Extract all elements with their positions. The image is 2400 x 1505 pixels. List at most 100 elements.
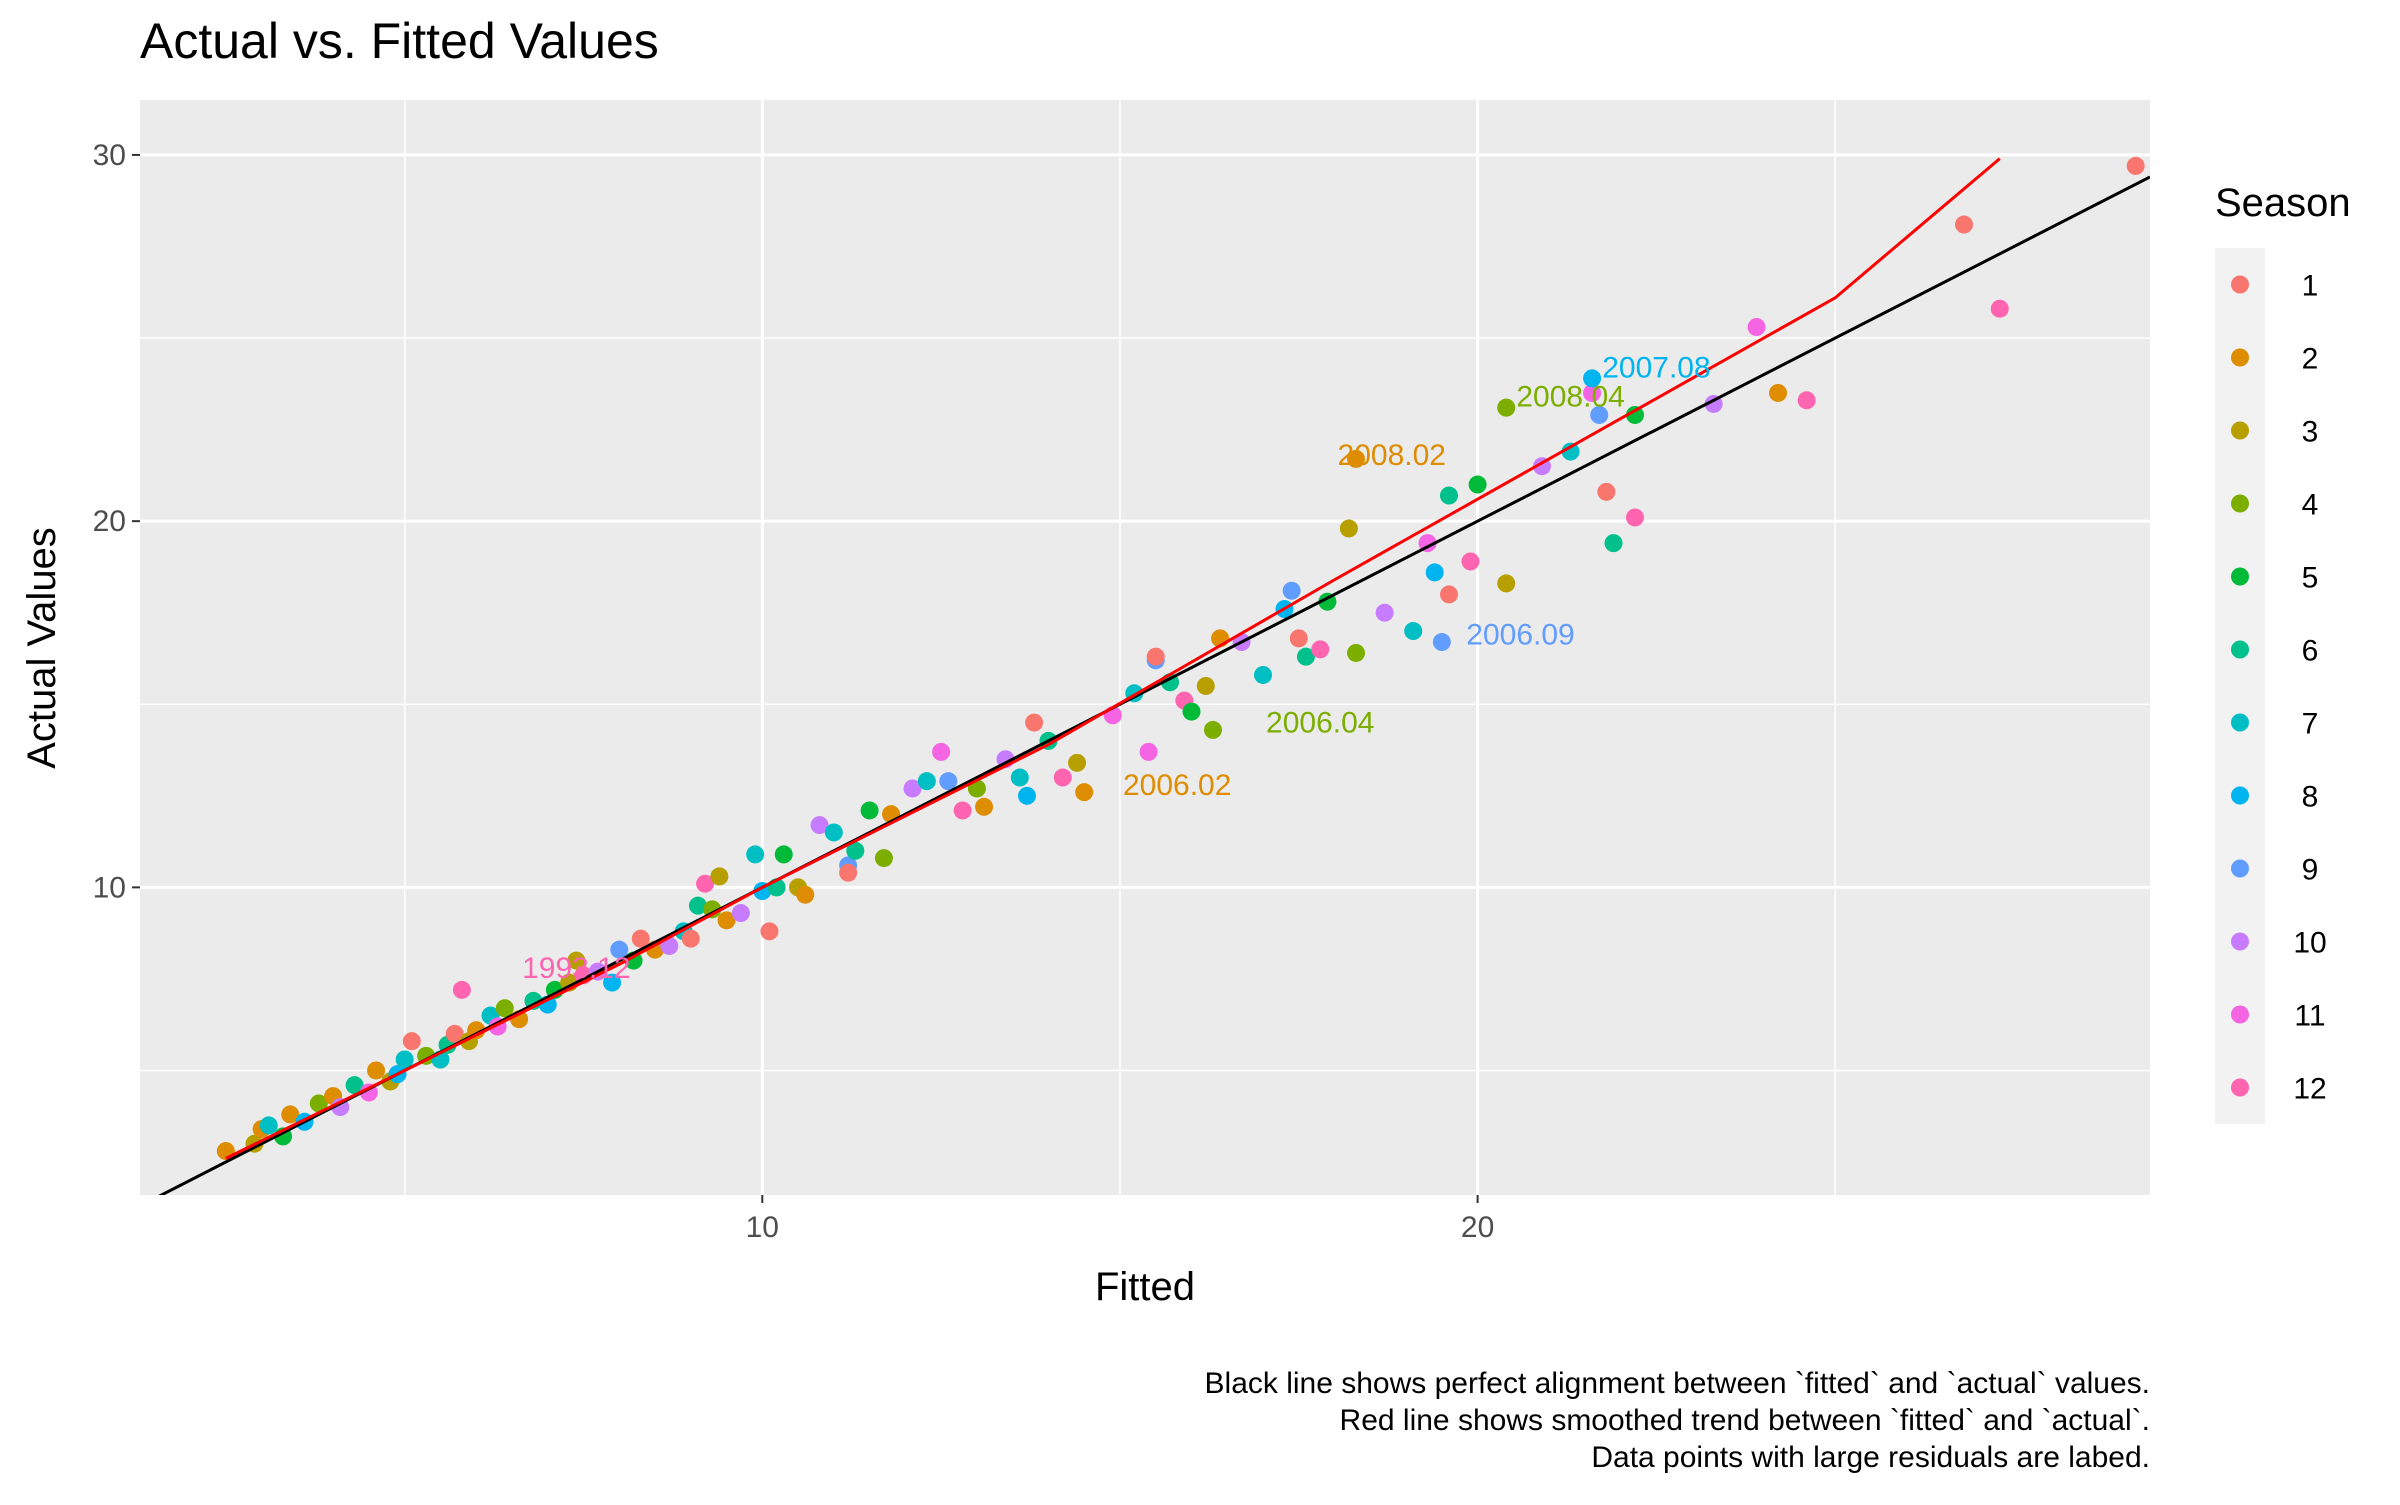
data-point bbox=[1068, 753, 1087, 772]
data-point bbox=[495, 999, 514, 1018]
data-point bbox=[610, 940, 629, 959]
data-point bbox=[1347, 449, 1366, 468]
data-point bbox=[717, 911, 736, 930]
legend-label: 8 bbox=[2302, 781, 2319, 814]
data-point bbox=[874, 849, 893, 868]
x-tick-label: 20 bbox=[1461, 1211, 1494, 1244]
data-point bbox=[452, 980, 471, 999]
data-point bbox=[688, 896, 707, 915]
x-axis-label: Fitted bbox=[1095, 1265, 1195, 1309]
data-point bbox=[1203, 720, 1222, 739]
data-point bbox=[1432, 633, 1451, 652]
data-point bbox=[1017, 786, 1036, 805]
plot-panel bbox=[140, 100, 2150, 1195]
legend-key bbox=[2231, 275, 2249, 294]
data-point bbox=[1797, 391, 1816, 410]
data-point bbox=[402, 1032, 421, 1051]
data-point bbox=[1583, 369, 1602, 388]
data-point bbox=[1990, 299, 2009, 318]
data-point bbox=[953, 801, 972, 820]
caption: Black line shows perfect alignment betwe… bbox=[1205, 1367, 2150, 1474]
legend-label: 9 bbox=[2302, 854, 2319, 887]
residual-label: 2006.02 bbox=[1123, 769, 1231, 802]
caption-line: Black line shows perfect alignment betwe… bbox=[1205, 1367, 2150, 1400]
data-point bbox=[567, 951, 586, 970]
data-point bbox=[1597, 482, 1616, 501]
data-point bbox=[395, 1050, 414, 1069]
data-point bbox=[1468, 475, 1487, 494]
data-point bbox=[1425, 563, 1444, 582]
y-axis-label: Actual Values bbox=[20, 527, 64, 769]
data-point bbox=[1461, 552, 1480, 571]
y-tick-label: 10 bbox=[93, 871, 126, 904]
legend-label: 6 bbox=[2302, 635, 2319, 668]
data-point bbox=[367, 1061, 386, 1080]
data-point bbox=[810, 816, 829, 835]
x-tick-label: 10 bbox=[746, 1211, 779, 1244]
data-point bbox=[1254, 665, 1273, 684]
legend-label: 4 bbox=[2302, 489, 2319, 522]
legend-key bbox=[2231, 859, 2249, 878]
data-point bbox=[1182, 702, 1201, 721]
caption-line: Red line shows smoothed trend between `f… bbox=[1340, 1404, 2150, 1437]
data-point bbox=[1375, 603, 1394, 622]
data-point bbox=[1139, 742, 1158, 761]
residual-label: 2006.09 bbox=[1466, 619, 1574, 652]
data-point bbox=[1025, 713, 1044, 732]
residual-label: 2008.04 bbox=[1516, 381, 1624, 414]
data-point bbox=[824, 823, 843, 842]
data-point bbox=[1075, 783, 1094, 802]
data-point bbox=[731, 904, 750, 923]
data-point bbox=[681, 929, 700, 948]
legend-label: 11 bbox=[2294, 1000, 2325, 1033]
data-point bbox=[1561, 442, 1580, 461]
legend-label: 10 bbox=[2293, 927, 2326, 960]
data-point bbox=[1289, 629, 1308, 648]
legend-key bbox=[2231, 1005, 2249, 1024]
data-point bbox=[1347, 643, 1366, 662]
legend-key-background bbox=[2215, 248, 2265, 1124]
data-point bbox=[746, 845, 765, 864]
data-point bbox=[932, 742, 951, 761]
data-point bbox=[1604, 534, 1623, 553]
legend-key bbox=[2231, 932, 2249, 951]
data-point bbox=[345, 1076, 364, 1095]
data-point bbox=[939, 772, 958, 791]
data-point bbox=[696, 874, 715, 893]
legend-label: 12 bbox=[2293, 1073, 2326, 1106]
data-point bbox=[1146, 647, 1165, 666]
data-point bbox=[259, 1116, 278, 1135]
data-point bbox=[903, 779, 922, 798]
data-point bbox=[1769, 383, 1788, 402]
legend-key bbox=[2231, 421, 2249, 440]
data-point bbox=[1625, 405, 1644, 424]
data-point bbox=[796, 885, 815, 904]
axes: 10 20 10 20 30 bbox=[93, 139, 1495, 1244]
data-point bbox=[1196, 676, 1215, 695]
y-tick-label: 20 bbox=[93, 505, 126, 538]
data-point bbox=[281, 1105, 300, 1124]
residual-label: 2006.04 bbox=[1266, 707, 1374, 740]
legend-label: 5 bbox=[2302, 562, 2319, 595]
y-tick-label: 30 bbox=[93, 139, 126, 172]
data-point bbox=[1625, 508, 1644, 527]
data-point bbox=[631, 929, 650, 948]
legend-label: 2 bbox=[2302, 343, 2319, 376]
trend-line bbox=[225, 157, 2001, 1160]
legend-title: Season bbox=[2215, 181, 2351, 225]
data-point bbox=[1590, 405, 1609, 424]
data-point bbox=[445, 1024, 464, 1043]
grid-lines bbox=[140, 100, 2150, 1195]
chart-title: Actual vs. Fitted Values bbox=[140, 13, 659, 69]
legend-label: 7 bbox=[2302, 708, 2319, 741]
data-point bbox=[309, 1094, 328, 1113]
data-point bbox=[1282, 581, 1301, 600]
data-point bbox=[760, 922, 779, 941]
data-point bbox=[2126, 156, 2145, 175]
data-point bbox=[1747, 318, 1766, 337]
data-point bbox=[846, 841, 865, 860]
data-point bbox=[1053, 768, 1072, 787]
